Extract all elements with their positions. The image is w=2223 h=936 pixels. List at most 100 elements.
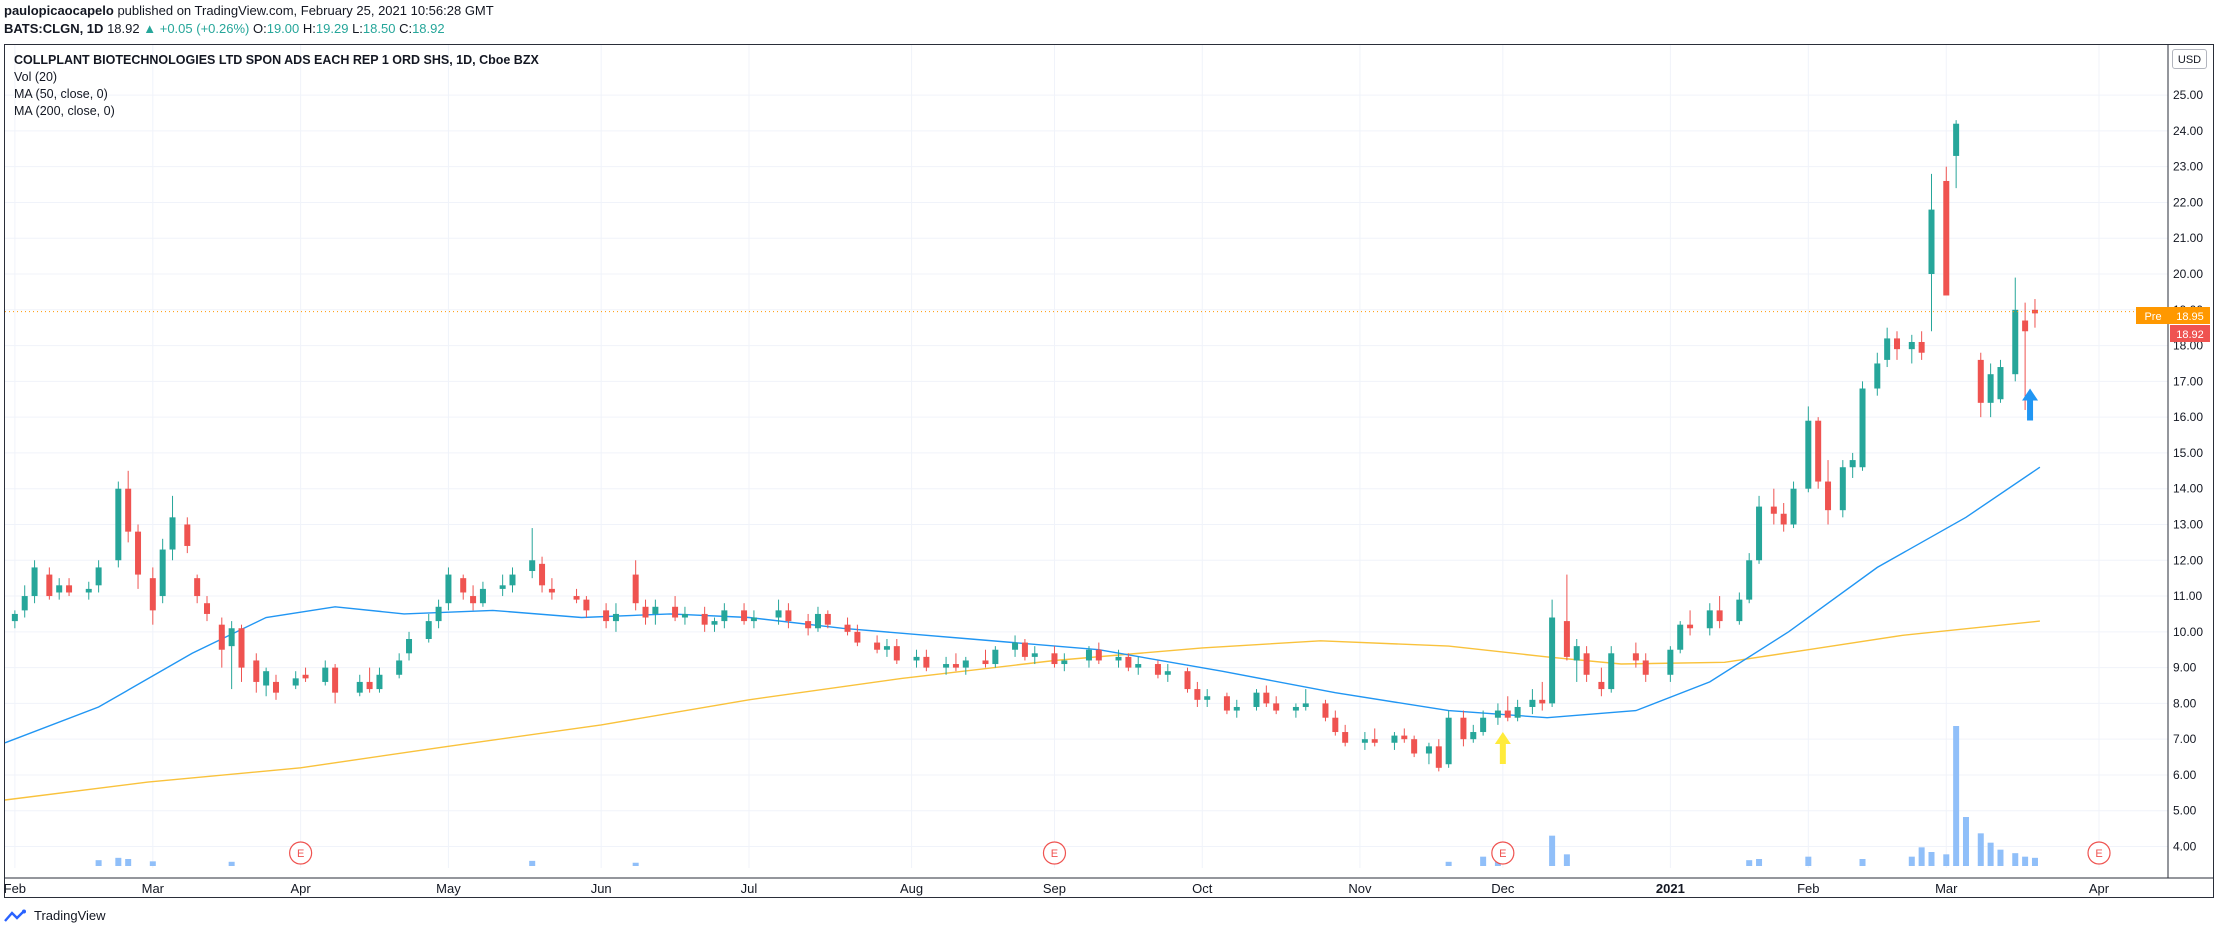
candle (1361, 732, 1368, 750)
ma-layer (4, 466, 2041, 801)
candle-body (1115, 656, 1122, 661)
candle-body (1194, 689, 1201, 700)
grid-layer (5, 45, 2168, 868)
candle-body (913, 656, 920, 661)
author-name[interactable]: paulopicaocapelo (4, 3, 114, 18)
legend-volume[interactable]: Vol (20) (14, 70, 58, 84)
candle-layer (11, 120, 2038, 772)
candle-body (1928, 209, 1935, 275)
candle (1706, 603, 1713, 636)
pre-tag-label: Pre (2144, 311, 2161, 323)
candle-body (923, 656, 930, 668)
y-tick-label: 13.00 (2173, 517, 2203, 531)
legend-ma50[interactable]: MA (50, close, 0) (14, 87, 108, 101)
candle-body (632, 574, 639, 604)
candle-body (1825, 481, 1832, 511)
candle (992, 646, 999, 668)
candle (11, 610, 18, 629)
candle-body (46, 574, 53, 597)
candle-body (1292, 706, 1299, 711)
candle (272, 674, 279, 700)
candle (548, 578, 555, 600)
earnings-marker-label: E (1499, 848, 1506, 860)
y-tick-label: 6.00 (2173, 768, 2197, 782)
pre-tag-bg (2136, 307, 2170, 324)
candle-body (509, 574, 516, 586)
candle-body (1687, 624, 1694, 629)
candle-body (1780, 513, 1787, 525)
candle-body (893, 646, 900, 661)
footer-brand[interactable]: TradingView (4, 906, 106, 926)
x-tick-label: Apr (2089, 881, 2110, 896)
candle-body (1859, 388, 1866, 468)
candle (85, 581, 92, 600)
candle-body (952, 664, 959, 668)
candle-body (1908, 341, 1915, 350)
y-tick-label: 22.00 (2173, 195, 2203, 209)
candle-body (883, 646, 890, 650)
candle-body (1746, 560, 1753, 600)
candle (1085, 646, 1092, 668)
candle (1815, 417, 1822, 489)
candle (1746, 553, 1753, 604)
candle (1051, 646, 1058, 668)
candle-body (1514, 706, 1521, 718)
volume-bar (2031, 857, 2038, 866)
volume-bar (1756, 859, 1763, 866)
candle (1292, 703, 1299, 718)
candle-body (218, 624, 225, 650)
axis-layer: 25.0024.0023.0022.0021.0020.0019.0018.00… (4, 45, 2214, 896)
candle (1563, 574, 1570, 661)
candle (1184, 667, 1191, 693)
x-tick-label: Dec (1491, 881, 1515, 896)
candle-body (115, 488, 122, 561)
x-tick-label: Nov (1348, 881, 1372, 896)
x-tick-label: 2021 (1656, 881, 1685, 896)
change-up-icon: ▲ (143, 21, 157, 36)
currency-button[interactable]: USD (2172, 49, 2207, 69)
candle (435, 599, 442, 629)
candle (721, 603, 728, 629)
candle (923, 649, 930, 672)
candle-body (1894, 338, 1901, 350)
legend-ma200[interactable]: MA (200, close, 0) (14, 104, 115, 118)
candle (499, 574, 506, 597)
candle (785, 603, 792, 629)
candle (115, 481, 122, 568)
candle-body (652, 606, 659, 614)
candle-body (396, 660, 403, 675)
candle (425, 613, 432, 643)
candle (1514, 699, 1521, 722)
candle (943, 656, 950, 675)
candle (1223, 692, 1230, 715)
chart-legend: COLLPLANT BIOTECHNOLOGIES LTD SPON ADS E… (14, 52, 539, 120)
candle (21, 585, 28, 618)
candle (1480, 710, 1487, 736)
x-tick-label: Feb (1797, 881, 1819, 896)
earnings-marker-icon (1042, 841, 1067, 865)
instrument-title[interactable]: COLLPLANT BIOTECHNOLOGIES LTD SPON ADS E… (14, 53, 539, 67)
candle-body (1425, 746, 1432, 754)
volume-bar (1805, 856, 1812, 866)
pre-price-tag: 18.95 (2176, 311, 2204, 323)
candle-body (1977, 359, 1984, 403)
chart-frame[interactable] (4, 44, 2214, 898)
candle-body (1815, 420, 1822, 482)
candle (1539, 681, 1546, 711)
y-tick-label: 14.00 (2173, 482, 2203, 496)
candle (583, 596, 590, 618)
candle (322, 660, 329, 686)
candle-body (672, 606, 679, 618)
candle-body (750, 617, 757, 622)
volume-bar (1953, 726, 1960, 866)
candle (1756, 495, 1763, 564)
candle (1825, 460, 1832, 525)
candle (1736, 592, 1743, 625)
candle-body (1953, 123, 1960, 156)
candle (125, 470, 132, 543)
candle-body (445, 574, 452, 604)
candle (2022, 302, 2029, 410)
candle-body (681, 613, 688, 618)
candle (1943, 166, 1950, 296)
